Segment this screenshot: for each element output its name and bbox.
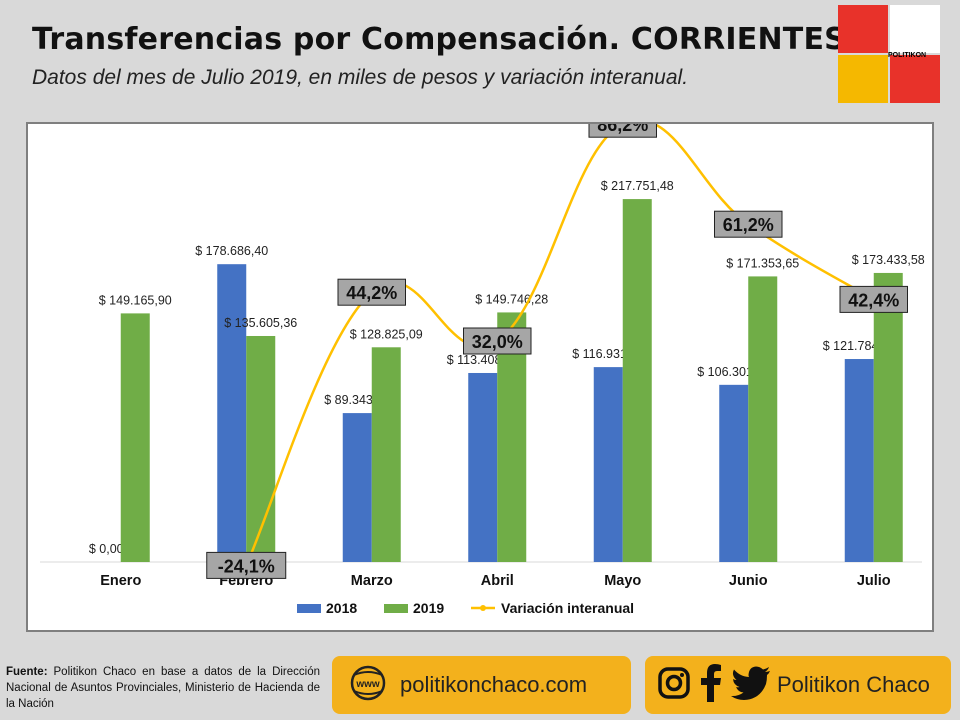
bar-2019-Mayo xyxy=(622,199,652,562)
bar-2019-Julio xyxy=(873,272,903,562)
logo-square-red-2 xyxy=(890,55,940,103)
data-label-2019-Abril: $ 149.746,28 xyxy=(475,292,548,306)
data-label-2019-Febrero: $ 135.605,36 xyxy=(224,316,297,330)
x-tick-Mayo: Mayo xyxy=(604,573,641,589)
data-label-2018-Enero: $ 0,00 xyxy=(89,542,124,556)
variation-label-box-Junio xyxy=(714,210,783,238)
logo-text: POLITIKON xyxy=(888,52,927,59)
x-tick-Marzo: Marzo xyxy=(351,573,393,589)
website-link[interactable]: politikonchaco.com xyxy=(400,672,588,697)
variation-label-Marzo: 44,2% xyxy=(346,283,397,303)
legend-swatch-2019 xyxy=(384,604,408,613)
bar-2019-Marzo xyxy=(371,347,401,562)
legend-label-variation: Variación interanual xyxy=(501,600,634,616)
variation-label-Abril: 32,0% xyxy=(472,332,523,352)
bar-2018-Julio xyxy=(844,359,874,562)
politikon-logo: POLITIKON xyxy=(838,5,942,105)
variation-label-box-Febrero xyxy=(206,551,287,579)
x-tick-Julio: Julio xyxy=(857,573,891,589)
data-label-2019-Mayo: $ 217.751,48 xyxy=(601,179,674,193)
bar-2019-Febrero xyxy=(246,335,276,562)
variation-line xyxy=(245,124,875,566)
legend-swatch-2018 xyxy=(297,604,321,613)
bar-2018-Junio xyxy=(719,384,749,562)
twitter-icon[interactable] xyxy=(731,666,771,705)
www-globe-icon: www xyxy=(350,665,386,706)
x-tick-Abril: Abril xyxy=(481,573,514,589)
www-icon-text: www xyxy=(355,679,380,690)
legend-label-2018: 2018 xyxy=(326,600,357,616)
social-handle: Politikon Chaco xyxy=(777,672,930,697)
x-tick-Enero: Enero xyxy=(100,573,141,589)
source-note: Fuente: Politikon Chaco en base a datos … xyxy=(6,664,320,712)
bar-2018-Febrero xyxy=(217,264,247,562)
chart-svg: $ 0,00$ 178.686,40$ 89.343,20$ 113.408,7… xyxy=(40,124,925,616)
variation-label-Junio: 61,2% xyxy=(723,215,774,235)
source-label: Fuente: xyxy=(6,666,48,678)
bar-2019-Junio xyxy=(748,276,778,562)
chart-area: $ 0,00 $ 178.686,40 $ 89.343,20 $ 113.408,7… xyxy=(26,122,934,632)
legend-label-2019: 2019 xyxy=(413,600,444,616)
variation-label-box-Abril xyxy=(463,327,532,355)
bar-2018-Mayo xyxy=(593,367,623,562)
variation-label-box-Marzo xyxy=(337,278,406,306)
bar-2018-Abril xyxy=(468,372,498,562)
logo-square-yellow xyxy=(838,55,888,103)
variation-label-Febrero: -24,1% xyxy=(218,556,275,576)
data-label-2019-Enero: $ 149.165,90 xyxy=(99,293,172,307)
bar-2019-Enero xyxy=(120,313,150,562)
website-banner[interactable]: www politikonchaco.com xyxy=(332,656,631,714)
social-banner: Politikon Chaco xyxy=(645,656,951,714)
bar-2018-Marzo xyxy=(342,413,372,562)
data-label-2019-Marzo: $ 128.825,09 xyxy=(350,327,423,341)
variation-label-box-Julio xyxy=(839,285,908,313)
legend-marker-variation xyxy=(480,605,486,611)
chart-title: Transferencias por Compensación. CORRIEN… xyxy=(32,22,846,57)
data-label-2019-Junio: $ 171.353,65 xyxy=(726,256,799,270)
data-label-2019-Julio: $ 173.433,58 xyxy=(852,253,925,267)
instagram-icon[interactable] xyxy=(657,666,691,705)
x-tick-Junio: Junio xyxy=(729,573,768,589)
chart-subtitle: Datos del mes de Julio 2019, en miles de… xyxy=(32,66,689,89)
facebook-icon[interactable] xyxy=(699,663,723,707)
data-label-2018-Febrero: $ 178.686,40 xyxy=(195,244,268,258)
variation-label-Mayo: 86,2% xyxy=(597,124,648,135)
variation-label-box-Mayo xyxy=(588,124,657,138)
variation-label-Julio: 42,4% xyxy=(848,290,899,310)
logo-square-red xyxy=(838,5,888,53)
source-text: Politikon Chaco en base a datos de la Di… xyxy=(6,666,320,710)
logo-square-white xyxy=(890,5,940,53)
